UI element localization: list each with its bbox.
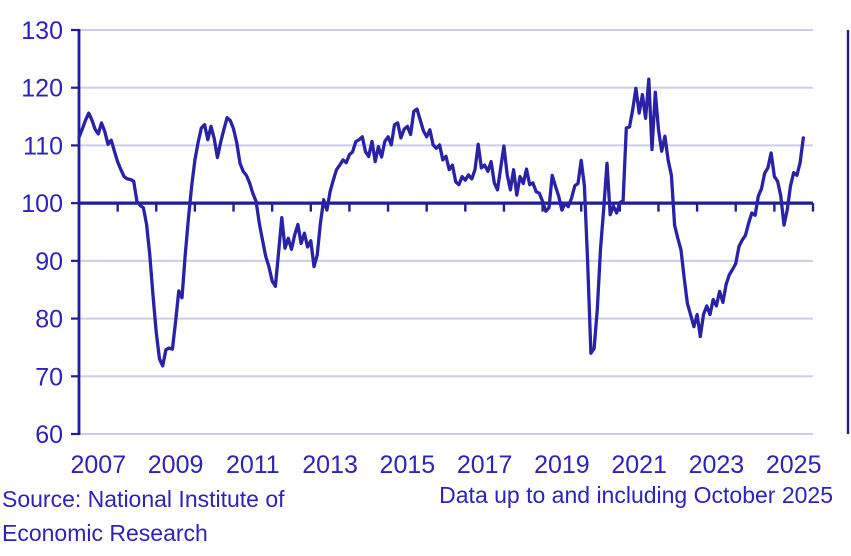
y-tick-label-100: 100 (21, 190, 63, 218)
y-tick-label-80: 80 (35, 306, 63, 334)
x-tick-label-2023: 2023 (689, 451, 745, 479)
y-tick-label-70: 70 (35, 363, 63, 391)
source-note: Source: National Institute of Economic R… (2, 482, 422, 550)
x-tick-label-2017: 2017 (457, 451, 513, 479)
x-tick-label-2015: 2015 (380, 451, 436, 479)
x-tick-label-2019: 2019 (534, 451, 590, 479)
data-coverage-caption: Data up to and including October 2025 (439, 482, 833, 508)
y-tick-label-60: 60 (35, 421, 63, 449)
x-tick-label-2007: 2007 (71, 451, 127, 479)
y-tick-label-110: 110 (23, 132, 63, 160)
indicator-series-line (77, 77, 805, 368)
source-note-line1: Source: National Institute of (2, 486, 285, 512)
x-tick-label-2021: 2021 (611, 451, 667, 479)
y-tick-label-130: 130 (21, 17, 63, 45)
y-tick-label-120: 120 (21, 75, 63, 103)
y-tick-label-90: 90 (35, 248, 63, 276)
x-tick-label-2011: 2011 (226, 451, 280, 479)
x-tick-label-2009: 2009 (148, 451, 204, 479)
x-tick-label-2025: 2025 (766, 451, 822, 479)
source-note-line2: Economic Research (2, 520, 208, 546)
x-tick-label-2013: 2013 (302, 451, 358, 479)
